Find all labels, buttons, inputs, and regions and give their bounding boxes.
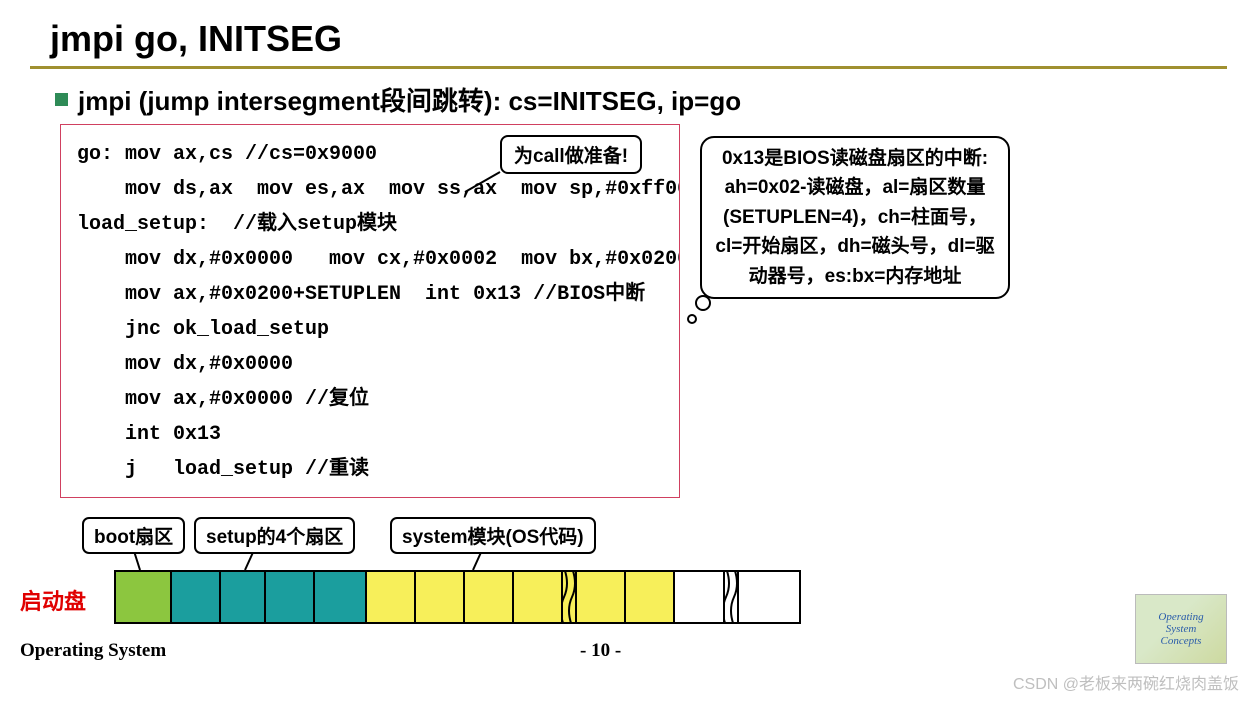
disk-block <box>577 572 626 622</box>
callout-tail-icon <box>678 295 718 335</box>
disk-block <box>739 572 801 622</box>
disk-break <box>725 572 739 622</box>
disk-break <box>563 572 577 622</box>
callout-call-prep: 为call做准备! <box>500 135 642 174</box>
slide-title: jmpi go, INITSEG <box>0 0 1257 66</box>
tag-boot: boot扇区 <box>82 517 185 554</box>
content-area: go: mov ax,cs //cs=0x9000 mov ds,ax mov … <box>0 124 1257 498</box>
disk-block <box>416 572 465 622</box>
callout-pointer-1 <box>435 170 535 200</box>
code-block: go: mov ax,cs //cs=0x9000 mov ds,ax mov … <box>60 124 680 498</box>
tag-setup: setup的4个扇区 <box>194 517 355 554</box>
disk-block <box>514 572 563 622</box>
watermark: CSDN @老板来两碗红烧肉盖饭 <box>1013 670 1239 694</box>
bullet-icon <box>55 93 68 106</box>
disk-block <box>465 572 514 622</box>
disk-block <box>367 572 416 622</box>
disk-blocks <box>114 570 801 624</box>
callout-bios-int13: 0x13是BIOS读磁盘扇区的中断: ah=0x02-读磁盘，al=扇区数量(S… <box>700 136 1010 299</box>
disk-block <box>116 572 172 622</box>
disk-block <box>675 572 725 622</box>
disk-block <box>266 572 315 622</box>
tag-system: system模块(OS代码) <box>390 517 596 554</box>
subtitle-text: jmpi (jump intersegment段间跳转): cs=INITSEG… <box>78 81 741 118</box>
title-divider <box>30 66 1227 69</box>
disk-block <box>315 572 367 622</box>
footer-page: - 10 - <box>580 640 621 662</box>
disk-block <box>626 572 675 622</box>
disk-block <box>221 572 266 622</box>
disk-block <box>172 572 221 622</box>
footer-left: Operating System <box>20 640 166 662</box>
disk-label: 启动盘 <box>20 584 86 616</box>
subtitle-row: jmpi (jump intersegment段间跳转): cs=INITSEG… <box>0 81 1257 118</box>
book-thumbnail: OperatingSystemConcepts <box>1135 594 1227 664</box>
